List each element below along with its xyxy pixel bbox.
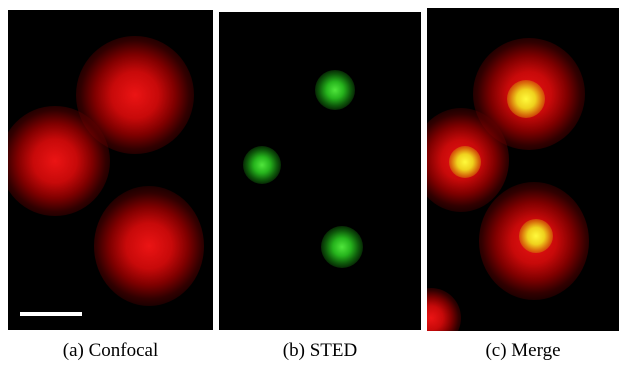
merge-image-panel	[427, 8, 619, 331]
scale-bar	[20, 312, 82, 316]
merge-overlap-spot-left	[449, 146, 481, 178]
sted-spot-bottom	[321, 226, 363, 268]
caption-confocal: (a) Confocal	[62, 340, 159, 361]
confocal-spot-left	[8, 106, 110, 216]
sted-spot-left	[243, 146, 281, 184]
merge-overlap-spot-bottom	[519, 219, 553, 253]
merge-red-spot-corner	[427, 288, 461, 331]
confocal-spot-bottom	[94, 186, 204, 306]
sted-spot-top	[315, 70, 355, 110]
merge-overlap-spot-top	[507, 80, 545, 118]
caption-sted: (b) STED	[282, 340, 358, 361]
sted-image-panel	[219, 12, 421, 330]
confocal-image-panel	[8, 10, 213, 330]
caption-merge: (c) Merge	[485, 340, 561, 361]
